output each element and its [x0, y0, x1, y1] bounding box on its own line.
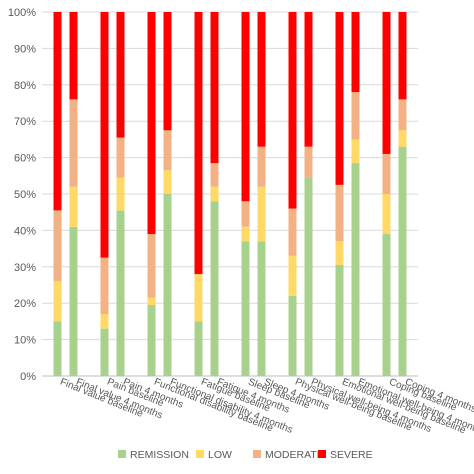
bar-segment-severe	[163, 12, 172, 131]
legend-swatch-low	[196, 450, 204, 458]
bar-segment-remission	[100, 328, 109, 376]
bar-segment-moderate	[100, 257, 109, 315]
bar-segment-moderate	[304, 146, 313, 178]
y-tick-label: 20%	[14, 298, 36, 310]
y-tick-label: 10%	[14, 335, 36, 347]
bar-segment-severe	[288, 12, 297, 209]
bar-segment-moderate	[69, 99, 78, 187]
bar-segment-low	[210, 186, 219, 202]
bar-segment-severe	[241, 12, 250, 202]
y-tick-label: 100%	[8, 7, 36, 19]
bar-segment-remission	[116, 210, 125, 376]
bar-segment-low	[69, 186, 78, 227]
legend-swatch-severe	[318, 450, 326, 458]
bar-segment-remission	[398, 146, 407, 376]
bar-segment-remission	[53, 321, 62, 376]
bar-segment-remission	[69, 226, 78, 376]
y-tick-label: 60%	[14, 153, 36, 165]
y-tick-label: 0%	[20, 371, 36, 383]
bar-segment-moderate	[147, 234, 156, 298]
bar-segment-low	[241, 226, 250, 242]
bar-segment-low	[335, 241, 344, 265]
y-tick-label: 50%	[14, 189, 36, 201]
bar-segment-moderate	[53, 210, 62, 282]
bar-segment-remission	[351, 163, 360, 376]
bar-segment-moderate	[241, 201, 250, 227]
bar-segment-low	[116, 177, 125, 211]
bar-segment-remission	[163, 194, 172, 376]
bar-segment-low	[398, 130, 407, 147]
bar-segment-remission	[335, 264, 344, 376]
bar-segment-severe	[100, 12, 109, 258]
legend-label-severe: SEVERE	[330, 449, 373, 461]
legend-swatch-remission	[118, 450, 126, 458]
bar-segment-remission	[288, 295, 297, 376]
bar-segment-severe	[116, 12, 125, 138]
y-tick-label: 30%	[14, 262, 36, 274]
bar-segment-severe	[335, 12, 344, 185]
bar-segment-low	[351, 139, 360, 164]
bar-segment-moderate	[116, 137, 125, 178]
y-axis-ticks: 0% 10% 20% 30% 40% 50% 60% 70% 80% 90% 100%	[8, 7, 36, 383]
bar-segment-low	[288, 255, 297, 296]
bar-segment-severe	[304, 12, 313, 147]
bar-segment-remission	[257, 241, 266, 376]
bar-segment-low	[257, 186, 266, 242]
bar-segment-severe	[69, 12, 78, 100]
legend: REMISSION LOW MODERATE SEVERE	[118, 449, 373, 461]
y-tick-label: 80%	[14, 80, 36, 92]
bar-segment-severe	[351, 12, 360, 93]
bar-segment-moderate	[335, 184, 344, 242]
bar-segment-severe	[210, 12, 219, 164]
legend-label-remission: REMISSION	[130, 449, 189, 461]
bar-segment-moderate	[382, 153, 391, 194]
bar-segment-remission	[147, 305, 156, 376]
legend-swatch-moderate	[253, 450, 261, 458]
bar-segment-severe	[257, 12, 266, 147]
bar-segment-remission	[194, 321, 203, 376]
bar-segment-low	[163, 170, 172, 194]
bars	[53, 12, 407, 376]
bar-segment-severe	[147, 12, 156, 235]
bar-segment-moderate	[288, 208, 297, 256]
bar-segment-moderate	[257, 146, 266, 187]
bar-segment-remission	[210, 201, 219, 376]
y-tick-label: 70%	[14, 116, 36, 128]
bar-segment-moderate	[163, 130, 172, 171]
bar-segment-low	[53, 281, 62, 322]
bar-segment-low	[194, 274, 203, 322]
bar-segment-moderate	[351, 92, 360, 140]
bar-segment-low	[147, 297, 156, 306]
bar-segment-remission	[304, 177, 313, 376]
bar-segment-moderate	[210, 163, 219, 187]
y-tick-label: 40%	[14, 225, 36, 237]
bar-segment-remission	[382, 234, 391, 376]
y-tick-label: 90%	[14, 43, 36, 55]
bar-segment-low	[382, 194, 391, 235]
legend-label-low: LOW	[208, 449, 232, 461]
legend-label-moderate: MODERATE	[265, 449, 324, 461]
bar-segment-severe	[53, 12, 62, 211]
bar-segment-severe	[382, 12, 391, 154]
bar-segment-low	[100, 314, 109, 329]
bar-segment-moderate	[398, 99, 407, 131]
bar-segment-severe	[398, 12, 407, 100]
bar-segment-remission	[241, 241, 250, 376]
bar-segment-severe	[194, 12, 203, 275]
gridlines	[42, 11, 418, 377]
